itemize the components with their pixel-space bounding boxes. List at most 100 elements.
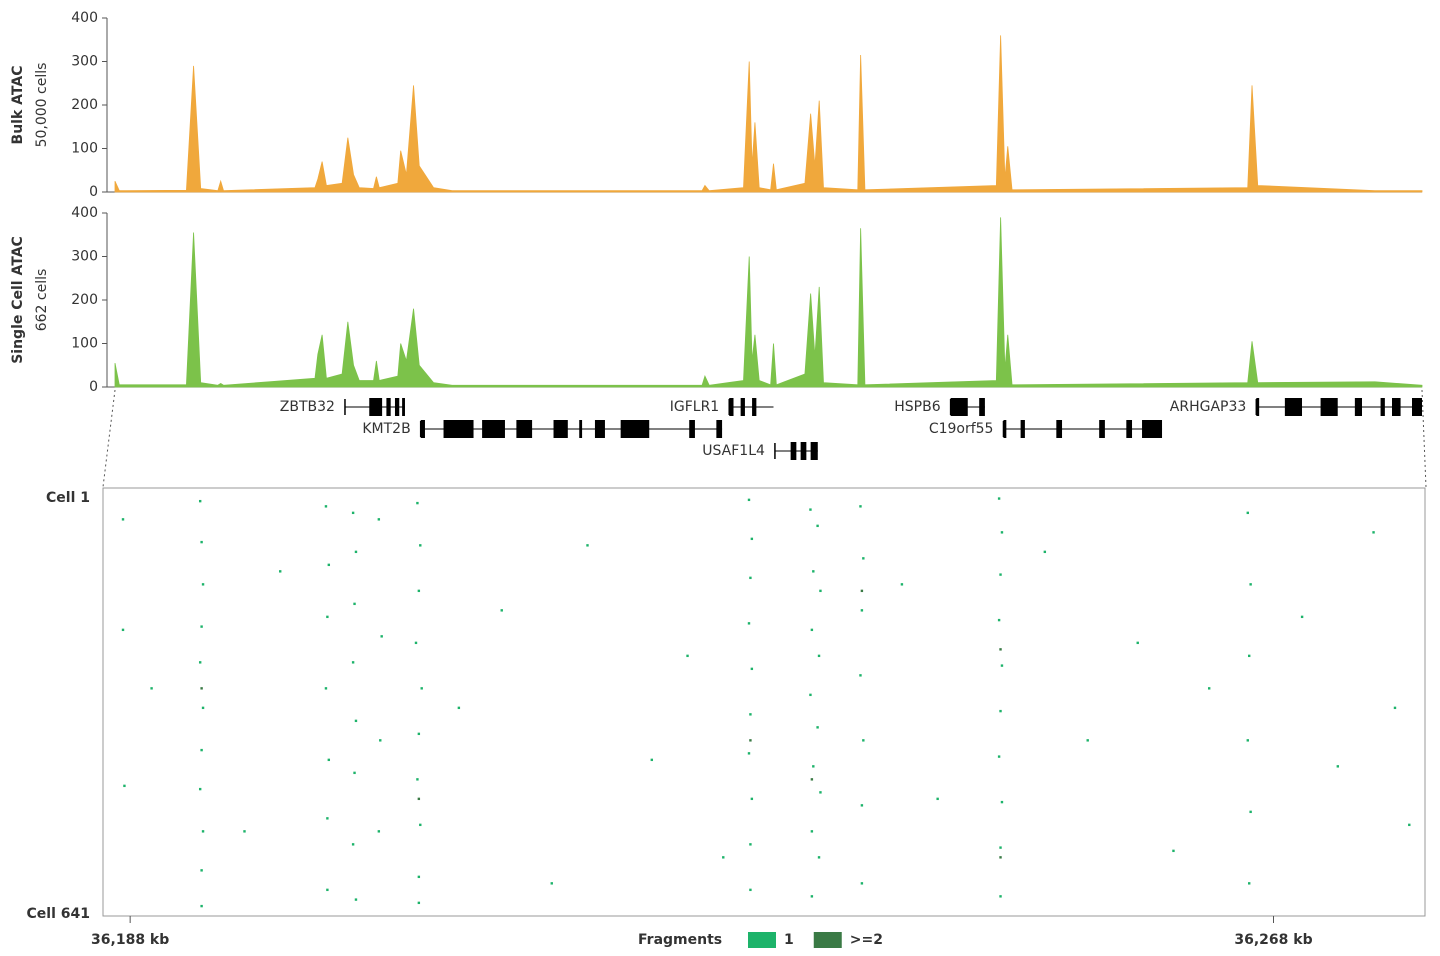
legend-label: >=2 xyxy=(850,932,883,948)
fragment-dot xyxy=(747,498,751,502)
gene-label: IGFLR1 xyxy=(670,399,719,415)
fragment-dot xyxy=(860,882,864,885)
fragment-dot xyxy=(121,518,125,521)
fragment-dot xyxy=(1249,583,1252,586)
fragment-dot xyxy=(201,706,205,710)
fragment-dot xyxy=(1246,739,1249,742)
fragment-dot xyxy=(859,505,862,508)
y-tick-label: 300 xyxy=(71,249,98,265)
exon xyxy=(1392,398,1401,416)
fragment-dot xyxy=(419,544,422,547)
y-tick-label: Cell 641 xyxy=(27,906,90,922)
exon xyxy=(790,442,797,460)
fragment-dot xyxy=(198,787,202,791)
fragment-dot xyxy=(351,843,355,846)
exon xyxy=(369,398,383,416)
exon xyxy=(740,398,745,416)
fragment-dot xyxy=(862,557,865,560)
exon xyxy=(1284,398,1303,416)
fragment-dot xyxy=(819,791,822,794)
fragment-dot xyxy=(353,771,356,775)
legend-label: 1 xyxy=(784,932,794,948)
fragment-dot xyxy=(1000,664,1004,667)
exon xyxy=(443,420,474,438)
y-tick-label: Cell 1 xyxy=(46,490,90,506)
fragment-dot xyxy=(747,752,751,755)
gene-label: ARHGAP33 xyxy=(1170,399,1247,415)
fragment-dot xyxy=(1248,654,1251,658)
fragment-dot xyxy=(860,589,864,593)
fragment-dot xyxy=(200,869,203,872)
exon xyxy=(689,420,695,438)
fragment-dot xyxy=(198,499,202,503)
fragment-dot xyxy=(417,732,421,736)
track-sublabel: 50,000 cells xyxy=(34,63,50,148)
fragment-dot xyxy=(354,898,358,901)
fragment-dot xyxy=(817,856,821,859)
fragment-dot xyxy=(457,706,461,710)
fragment-dot xyxy=(749,843,752,846)
track-label: Single Cell ATAC xyxy=(10,236,26,364)
exon xyxy=(1256,398,1260,416)
fragment-dot xyxy=(816,524,819,528)
exon xyxy=(979,398,985,416)
fragment-dot xyxy=(750,537,754,541)
exon xyxy=(1354,398,1363,416)
fragment-dot xyxy=(1393,706,1397,710)
coverage-area xyxy=(114,35,1423,193)
fragment-dot xyxy=(326,615,329,619)
fragment-dot xyxy=(416,778,419,781)
y-tick-label: 100 xyxy=(71,336,98,352)
exon xyxy=(394,398,400,416)
zoom-connector xyxy=(1421,389,1427,488)
fragment-dot xyxy=(200,687,203,690)
fragment-dot xyxy=(749,888,752,892)
fragment-dot xyxy=(999,856,1002,859)
fragment-dot xyxy=(817,654,821,658)
fragment-dot xyxy=(150,687,153,690)
fragment-dot xyxy=(1136,641,1139,645)
fragment-dot xyxy=(1246,511,1249,515)
fragment-dot xyxy=(997,618,1001,622)
fragment-dot xyxy=(200,748,203,752)
fragment-dot xyxy=(936,797,939,801)
fragment-dot xyxy=(279,570,282,573)
fragment-dot xyxy=(326,817,329,820)
exon xyxy=(1380,398,1385,416)
fragment-dot xyxy=(1043,550,1047,554)
fragment-dot xyxy=(997,497,1001,500)
fragment-dot xyxy=(324,505,328,508)
exon xyxy=(482,420,505,438)
gene-label: HSPB6 xyxy=(894,399,940,415)
fragment-dot xyxy=(243,830,246,833)
exon xyxy=(579,420,583,438)
exon xyxy=(1126,420,1133,438)
fragment-dot xyxy=(900,583,904,586)
fragment-dot xyxy=(1000,531,1004,534)
fragment-dot xyxy=(816,726,819,729)
fragment-dot xyxy=(414,641,418,645)
exon xyxy=(402,398,405,416)
fragment-dot xyxy=(1000,800,1004,804)
fragment-dot xyxy=(351,661,355,664)
fragment-dot xyxy=(1408,823,1411,827)
y-tick-label: 100 xyxy=(71,141,98,157)
fragment-dot xyxy=(1207,687,1211,690)
fragment-dot xyxy=(810,628,814,632)
y-tick-label: 400 xyxy=(71,205,98,221)
fragment-dot xyxy=(417,901,421,905)
fragment-dot xyxy=(810,830,814,833)
fragment-dot xyxy=(1086,739,1089,742)
fragment-dot xyxy=(997,755,1001,758)
x-tick-label: 36,188 kb xyxy=(91,932,169,948)
fragment-dot xyxy=(377,830,381,833)
scatter-frame xyxy=(102,487,1426,917)
track-label: Bulk ATAC xyxy=(10,66,26,145)
fragment-dot xyxy=(586,544,589,547)
fragment-dot xyxy=(354,719,358,723)
fragment-dot xyxy=(1336,765,1340,768)
y-tick-label: 200 xyxy=(71,292,98,308)
fragment-dot xyxy=(999,573,1002,576)
track-sublabel: 662 cells xyxy=(34,269,50,332)
exon xyxy=(716,420,723,438)
